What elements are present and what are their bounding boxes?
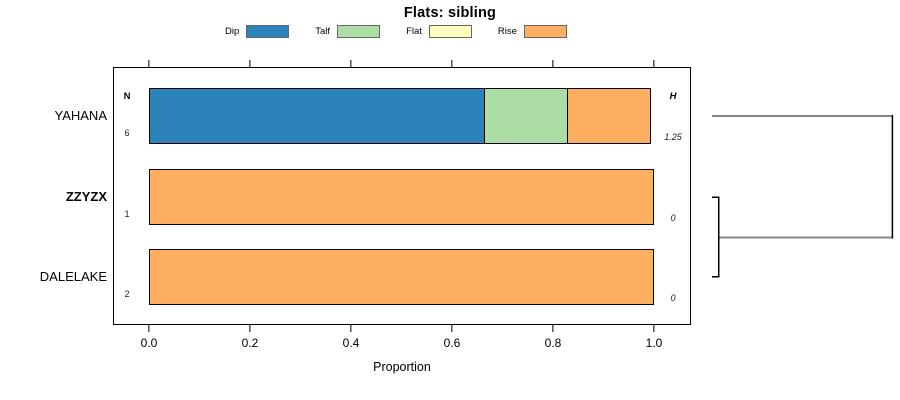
legend: Dip Talf Flat Rise bbox=[225, 25, 567, 38]
axis-tick-label: 0.0 bbox=[140, 336, 158, 350]
axis-tick-top bbox=[350, 60, 352, 67]
category-label-yahana: YAHANA bbox=[54, 108, 108, 123]
h-value: 0 bbox=[670, 293, 676, 303]
h-value: 0 bbox=[670, 213, 676, 223]
bar-segment-rise bbox=[567, 88, 652, 144]
legend-label: Talf bbox=[315, 26, 331, 37]
legend-item-dip: Dip bbox=[225, 25, 290, 38]
category-label-zzyzx: ZZYZX bbox=[65, 189, 107, 204]
bar-segment-dip bbox=[149, 88, 486, 144]
category-label-dalelake: DALELAKE bbox=[39, 269, 107, 284]
legend-label: Dip bbox=[225, 26, 240, 37]
axis-tick-bottom bbox=[148, 325, 150, 332]
n-value: 2 bbox=[124, 289, 130, 299]
legend-item-rise: Rise bbox=[498, 25, 567, 38]
dendrogram bbox=[712, 115, 894, 278]
axis-tick-bottom bbox=[552, 325, 554, 332]
n-column-header: N bbox=[123, 91, 131, 102]
n-value: 6 bbox=[124, 128, 130, 138]
legend-swatch-dip bbox=[246, 25, 290, 38]
axis-tick-top bbox=[552, 60, 554, 67]
x-axis-title: Proportion bbox=[373, 360, 431, 374]
legend-label: Rise bbox=[497, 26, 517, 37]
axis-tick-label: 0.4 bbox=[342, 336, 360, 350]
legend-label: Flat bbox=[406, 26, 422, 37]
legend-item-flat: Flat bbox=[406, 25, 472, 38]
legend-swatch-talf bbox=[337, 25, 381, 38]
n-value: 1 bbox=[124, 209, 130, 219]
bar-segment-talf bbox=[484, 88, 569, 144]
h-value: 1.25 bbox=[664, 132, 682, 142]
stacked-bar-dalelake bbox=[149, 249, 654, 305]
axis-tick-label: 0.8 bbox=[544, 336, 562, 350]
legend-item-talf: Talf bbox=[315, 25, 381, 38]
axis-tick-label: 0.2 bbox=[241, 336, 259, 350]
axis-tick-bottom bbox=[451, 325, 453, 332]
axis-tick-top bbox=[249, 60, 251, 67]
stacked-bar-yahana bbox=[149, 88, 654, 144]
bar-segment-rise bbox=[149, 249, 654, 305]
bar-segment-rise bbox=[149, 169, 654, 225]
stacked-bar-zzyzx bbox=[149, 169, 654, 225]
legend-swatch-rise bbox=[523, 25, 567, 38]
h-column-header: H bbox=[669, 91, 677, 102]
chart-title: Flats: sibling bbox=[403, 5, 497, 21]
axis-tick-top bbox=[653, 60, 655, 67]
axis-tick-bottom bbox=[350, 325, 352, 332]
axis-tick-label: 1.0 bbox=[645, 336, 663, 350]
axis-tick-label: 0.6 bbox=[443, 336, 461, 350]
axis-tick-top bbox=[148, 60, 150, 67]
axis-tick-bottom bbox=[653, 325, 655, 332]
axis-tick-bottom bbox=[249, 325, 251, 332]
legend-swatch-flat bbox=[428, 25, 472, 38]
axis-tick-top bbox=[451, 60, 453, 67]
